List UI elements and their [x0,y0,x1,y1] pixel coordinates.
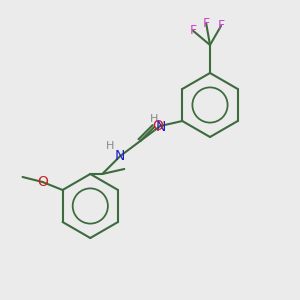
Text: H: H [150,114,158,124]
Text: F: F [218,20,225,32]
Text: O: O [152,119,163,133]
Text: H: H [106,141,114,151]
Text: N: N [156,120,166,134]
Text: F: F [202,17,210,30]
Text: N: N [115,149,125,163]
Text: F: F [190,24,197,38]
Text: O: O [37,175,48,189]
